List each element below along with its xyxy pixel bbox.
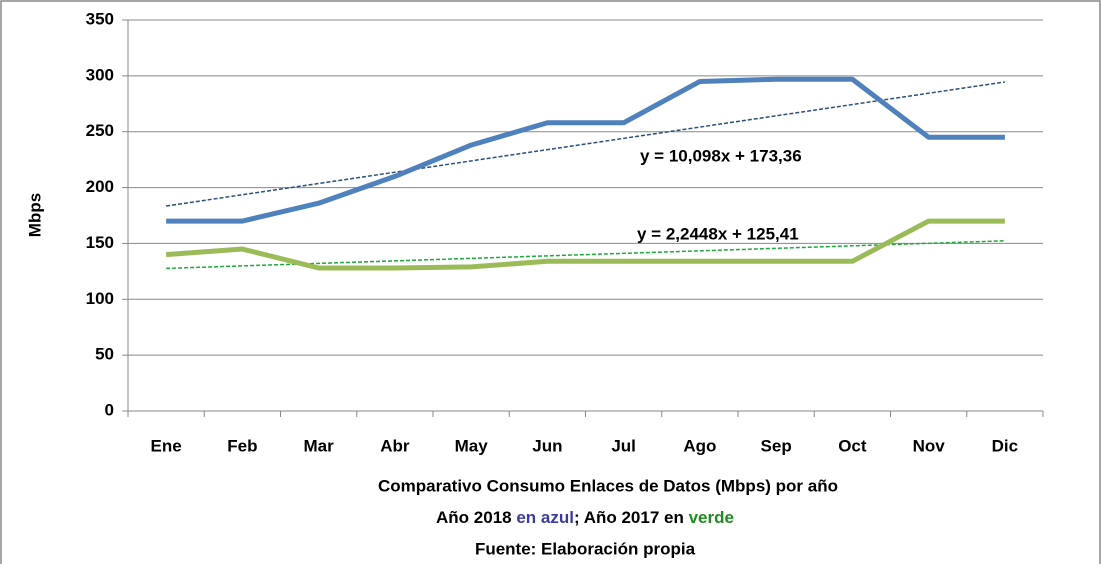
x-tick-label: Abr xyxy=(380,436,410,455)
x-tick-label: Jun xyxy=(532,436,562,455)
x-tick-label: May xyxy=(455,436,489,455)
trendline xyxy=(166,81,1005,207)
y-tick-label: 150 xyxy=(86,233,114,252)
x-tick-label: Feb xyxy=(227,436,257,455)
x-axis-title-part: en azul xyxy=(516,508,574,527)
x-tick-label: Oct xyxy=(838,436,867,455)
x-axis-title: Fuente: Elaboración propia xyxy=(475,539,696,558)
x-tick-label: Jul xyxy=(611,436,636,455)
x-tick-label: Ene xyxy=(151,436,182,455)
trendline-equation: y = 2,2448x + 125,41 xyxy=(637,224,799,243)
x-axis-title: Comparativo Consumo Enlaces de Datos (Mb… xyxy=(378,476,838,495)
x-axis-title-part: Año 2018 xyxy=(436,508,516,527)
y-tick-label: 0 xyxy=(105,400,114,419)
trendline-equation: y = 10,098x + 173,36 xyxy=(640,146,802,165)
x-tick-label: Dic xyxy=(992,436,1018,455)
y-tick-label: 350 xyxy=(86,9,114,28)
x-tick-label: Sep xyxy=(761,436,792,455)
x-axis-title-part: verde xyxy=(689,508,734,527)
x-tick-label: Nov xyxy=(913,436,946,455)
x-axis-title: Año 2018 en azul; Año 2017 en verde xyxy=(436,508,734,527)
y-axis-label: Mbps xyxy=(25,193,44,237)
y-tick-label: 50 xyxy=(95,345,114,364)
x-tick-label: Mar xyxy=(304,436,335,455)
y-tick-label: 100 xyxy=(86,289,114,308)
x-tick-label: Ago xyxy=(683,436,716,455)
data-line xyxy=(165,218,1005,271)
y-tick-label: 300 xyxy=(86,65,114,84)
data-line xyxy=(166,76,1005,224)
y-tick-label: 250 xyxy=(86,121,114,140)
x-axis-title-part: ; Año 2017 en xyxy=(574,508,689,527)
y-tick-label: 200 xyxy=(86,177,114,196)
